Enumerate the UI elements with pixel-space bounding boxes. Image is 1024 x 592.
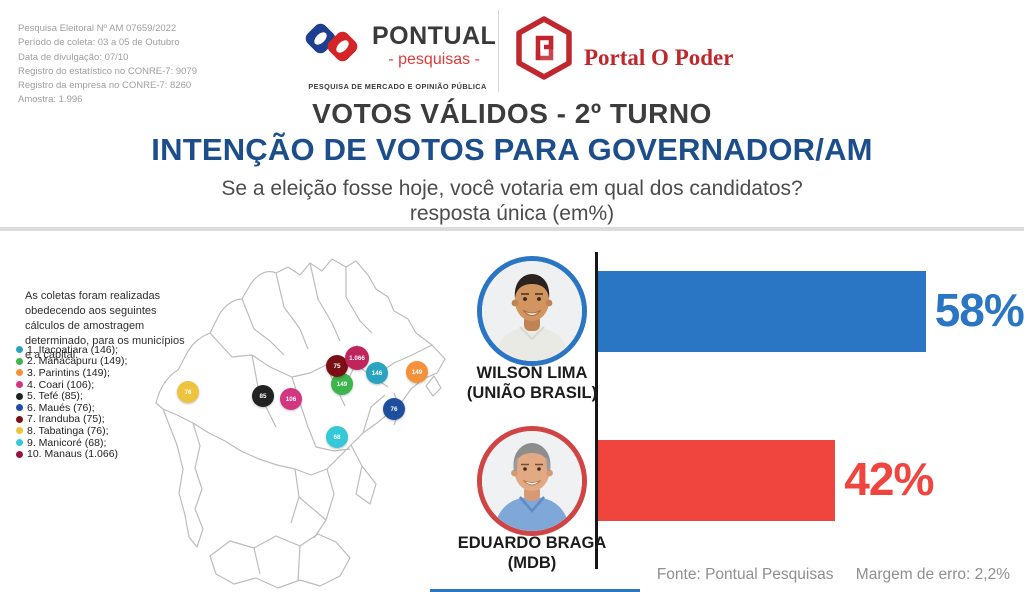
portal-o-poder-logo: Portal O Poder	[514, 16, 733, 85]
subtitle-question: Se a eleição fosse hoje, você votaria em…	[221, 177, 803, 200]
title-main: INTENÇÃO DE VOTOS PARA GOVERNADOR/AM	[151, 132, 873, 167]
legend-label: 4. Coari (106);	[27, 378, 95, 391]
legend-label: 6. Maués (76);	[27, 401, 95, 414]
title-round: VOTOS VÁLIDOS - 2º TURNO	[312, 98, 712, 129]
survey-info-line: Data de divulgação: 07/10	[18, 51, 129, 63]
sample-dot: 68	[326, 426, 348, 448]
wilson-lima-party: (UNIÃO BRASIL)	[466, 384, 598, 402]
sample-dot: 1.066	[345, 346, 369, 370]
legend-item: 10. Manaus (1.066)	[16, 448, 127, 460]
sample-dot-count: 149	[411, 368, 423, 376]
legend-label: 5. Tefé (85);	[27, 390, 83, 403]
legend-bullet-icon	[16, 381, 23, 389]
pontual-logo: PONTUAL - pesquisas - PESQUISA DE MERCAD…	[300, 16, 497, 91]
sample-dot: 146	[366, 362, 388, 384]
bar-wilson-lima	[598, 271, 926, 352]
legend-label: 2. Manacapuru (149);	[27, 355, 128, 368]
legend-bullet-icon	[16, 439, 23, 447]
legend-bullet-icon	[16, 392, 23, 400]
pct-eduardo-braga: 42%	[844, 453, 934, 505]
sample-dot-count: 1.066	[349, 354, 365, 362]
survey-info-line: Pesquisa Eleitoral Nº AM 07659/2022	[18, 23, 177, 34]
legend-item: 7. Iranduba (75);	[16, 413, 127, 426]
source-text: Fonte: Pontual Pesquisas	[656, 566, 834, 583]
legend-label: 1. Itacoatiara (146);	[27, 343, 119, 356]
pontual-logo-icon	[300, 16, 366, 77]
eduardo-braga-name: EDUARDO BRAGA	[457, 534, 607, 552]
legend-label: 3. Parintins (149);	[27, 366, 110, 379]
portal-logo-name: Portal O Poder	[584, 44, 734, 70]
sample-dot-count: 76	[390, 405, 398, 413]
pontual-logo-sub: - pesquisas -	[388, 51, 480, 68]
sample-dot: 76	[177, 381, 199, 403]
legend-bullet-icon	[16, 427, 23, 435]
survey-info-line: Amostra: 1.996	[18, 94, 83, 106]
legend-item: 5. Tefé (85);	[16, 390, 127, 402]
bottom-accent-strip	[430, 589, 640, 592]
legend-label: 10. Manaus (1.066)	[27, 448, 119, 461]
eduardo-braga-photo	[477, 426, 587, 536]
legend-bullet-icon	[16, 369, 23, 377]
legend-item: 9. Manicoré (68);	[16, 437, 127, 449]
header-divider	[0, 227, 1024, 231]
chart-footer: Fonte: Pontual Pesquisas Margem de erro:…	[657, 566, 1010, 584]
sample-dot: 149	[406, 361, 428, 383]
sample-dot-count: 146	[371, 369, 383, 377]
subtitle-response: resposta única (em%)	[409, 202, 615, 225]
sample-dot: 75	[326, 355, 348, 377]
legend-label: 8. Tabatinga (76);	[27, 424, 109, 437]
chart-axis-line	[595, 252, 598, 569]
legend-bullet-icon	[16, 404, 23, 412]
sample-dot: 76	[383, 398, 405, 420]
sample-dot-count: 85	[259, 392, 267, 400]
bar-eduardo-braga	[598, 440, 836, 521]
legend-label: 9. Manicoré (68);	[27, 436, 107, 449]
legend-item: 4. Coari (106);	[16, 379, 127, 391]
pontual-logo-tagline: PESQUISA DE MERCADO E OPINIÃO PÚBLICA	[308, 82, 487, 91]
logo-divider	[498, 10, 499, 92]
legend-bullet-icon	[16, 346, 23, 354]
portal-hexagon-icon	[514, 16, 574, 85]
pct-wilson-lima: 58%	[934, 284, 1024, 336]
wilson-lima-name: WILSON LIMA	[476, 364, 588, 382]
survey-info: Pesquisa Eleitoral Nº AM 07659/2022 Perío…	[18, 22, 197, 108]
legend-bullet-icon	[16, 415, 23, 423]
legend-item: 8. Tabatinga (76);	[16, 425, 127, 437]
legend-item: 1. Itacoatiara (146);	[16, 344, 127, 356]
margin-of-error-text: Margem de erro: 2,2%	[855, 566, 1010, 583]
sample-dot-count: 149	[336, 380, 348, 388]
legend-label: 7. Iranduba (75);	[27, 413, 105, 426]
map-outline	[155, 258, 446, 589]
sample-dot-count: 75	[333, 362, 341, 370]
legend-bullet-icon	[16, 357, 23, 365]
survey-info-line: Registro do estatístico no CONRE-7: 9079	[18, 65, 198, 77]
sampling-note: As coletas foram realizadas obedecendo a…	[25, 290, 185, 362]
legend-item: 2. Manacapuru (149);	[16, 355, 128, 368]
sample-dot: 85	[252, 385, 274, 407]
legend-item: 3. Parintins (149);	[16, 367, 127, 379]
municipality-legend: 1. Itacoatiara (146); 2. Manacapuru (149…	[16, 344, 127, 460]
sample-dot: 106	[280, 388, 302, 410]
pontual-logo-name: PONTUAL	[372, 22, 497, 50]
eduardo-braga-party: (MDB)	[507, 554, 557, 572]
legend-bullet-icon	[16, 450, 23, 458]
amazonas-map: 146 149 149 106 85 76	[148, 238, 450, 592]
sample-dot-count: 68	[333, 433, 341, 441]
survey-info-line: Período de coleta: 03 a 05 de Outubro	[18, 37, 180, 49]
legend-item: 6. Maués (76);	[16, 402, 127, 414]
survey-info-line: Registro da empresa no CONRE-7: 8260	[18, 80, 192, 91]
wilson-lima-photo	[477, 256, 587, 366]
sample-dot: 149	[331, 373, 353, 395]
sample-dot-count: 76	[184, 388, 192, 396]
sample-dot-count: 106	[285, 395, 297, 403]
